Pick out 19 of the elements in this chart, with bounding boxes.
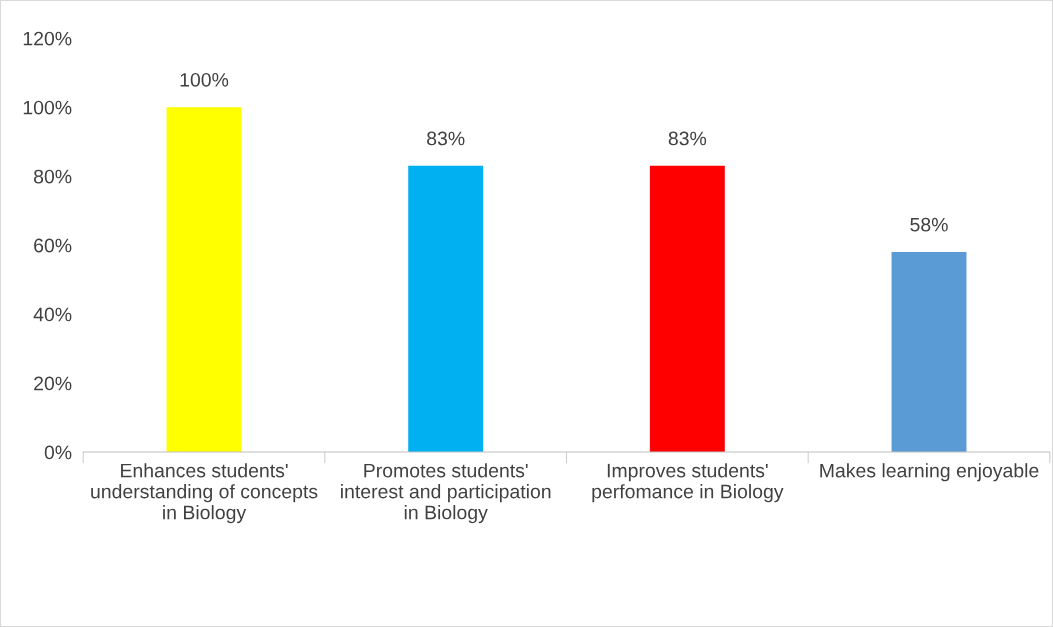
data-label: 83%: [668, 131, 707, 146]
y-tick-label: 40%: [33, 307, 72, 322]
y-tick-label: 100%: [23, 100, 72, 115]
y-tick-label: 60%: [34, 238, 72, 253]
bar: [166, 107, 242, 453]
data-label: 100%: [180, 72, 229, 87]
y-tick-label: 80%: [34, 169, 72, 184]
x-tick-label: Enhances students' understanding of concepts in Biology: [91, 463, 318, 524]
x-tick-label: Makes learning enjoyable: [820, 463, 1039, 482]
y-tick-label: 20%: [34, 376, 72, 391]
bar: [891, 252, 967, 453]
x-tick-label: Promotes students' interest and participation in Biology: [341, 463, 551, 524]
x-tick-label: Improves students' perfomance in Biology: [592, 463, 784, 503]
data-label: 83%: [427, 131, 465, 146]
bar: [408, 165, 484, 453]
bar: [649, 165, 725, 453]
data-label: 58%: [910, 217, 948, 232]
y-tick-label: 0%: [44, 445, 72, 460]
y-tick-label: 120%: [23, 31, 72, 46]
